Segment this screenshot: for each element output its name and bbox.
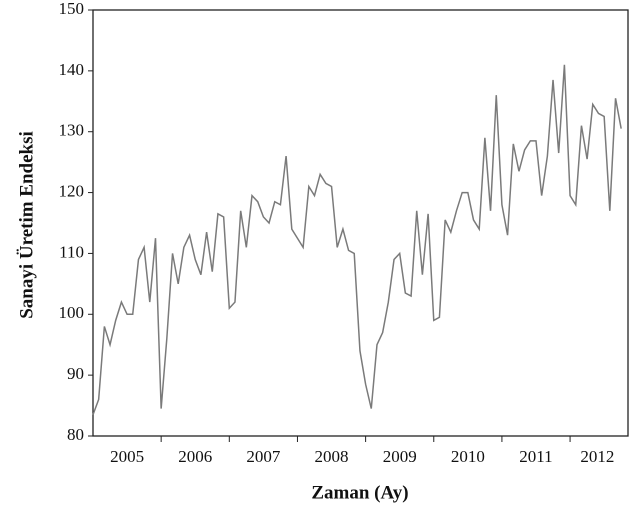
y-tick-label: 80 [67, 425, 84, 444]
y-tick-label: 110 [59, 242, 84, 261]
x-tick-label: 2010 [451, 447, 485, 466]
y-tick-label: 90 [67, 364, 84, 383]
x-tick-label: 2011 [519, 447, 552, 466]
y-tick-label: 120 [59, 181, 85, 200]
y-axis-title: Sanayi Üretim Endeksi [16, 131, 37, 319]
x-tick-label: 2007 [246, 447, 281, 466]
x-tick-label: 2008 [315, 447, 349, 466]
x-tick-label: 2009 [383, 447, 417, 466]
x-tick-label: 2006 [178, 447, 212, 466]
y-tick-label: 100 [59, 303, 85, 322]
y-tick-label: 130 [59, 121, 85, 140]
x-tick-label: 2005 [110, 447, 144, 466]
x-axis-title: Zaman (Ay) [311, 482, 408, 503]
y-tick-label: 140 [59, 60, 85, 79]
x-tick-label: 2012 [580, 447, 614, 466]
y-tick-label: 150 [59, 0, 85, 18]
data-line [92, 64, 622, 415]
plot-frame [92, 9, 629, 437]
